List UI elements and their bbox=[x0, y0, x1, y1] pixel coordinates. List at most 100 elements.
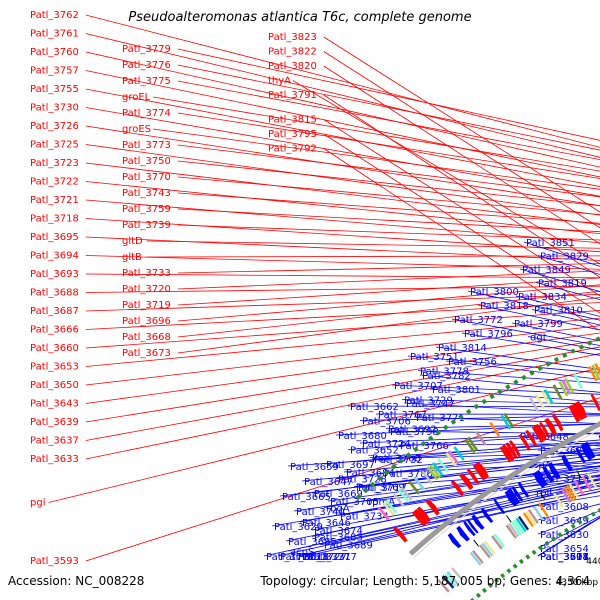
forward-leader-line bbox=[177, 80, 600, 161]
reverse-gene-label: Patl_3786 bbox=[384, 469, 433, 480]
forward-leader-line bbox=[85, 51, 600, 168]
reverse-gene-label: Patl_3652 bbox=[350, 446, 399, 457]
forward-cog-block bbox=[408, 480, 421, 495]
reverse-cog-block bbox=[525, 510, 537, 526]
reverse-cog-block bbox=[522, 512, 534, 527]
reverse-gene-label: Patl_3800 bbox=[470, 287, 519, 298]
gc-skew-mark-outer bbox=[595, 336, 600, 342]
forward-leader-line bbox=[85, 317, 600, 367]
forward-cog-block bbox=[594, 363, 600, 377]
forward-cog-block bbox=[591, 364, 600, 380]
reverse-gene-label: Patl_3756 bbox=[448, 357, 497, 368]
kbp-tick-mark bbox=[576, 470, 582, 478]
reverse-cog-block bbox=[483, 540, 496, 555]
reverse-gene-label: Patl_3649 bbox=[540, 516, 589, 527]
genome-backbone-ring bbox=[408, 421, 600, 556]
forward-cog-block bbox=[529, 397, 540, 413]
gc-skew-mark-inner bbox=[518, 558, 524, 565]
forward-gene-label: Patl_3696 bbox=[122, 316, 171, 327]
reverse-leader-line bbox=[533, 486, 600, 493]
gc-skew-mark-outer bbox=[570, 348, 576, 354]
gc-skew-mark-outer bbox=[553, 357, 560, 363]
forward-gene-label: Patl_3718 bbox=[30, 214, 79, 225]
forward-cog-block bbox=[573, 373, 583, 389]
reverse-leader-line bbox=[401, 399, 600, 405]
reverse-cog-block bbox=[491, 535, 503, 550]
gc-skew-mark-outer bbox=[450, 419, 457, 425]
reverse-gene-arrow bbox=[504, 490, 518, 507]
reverse-gene-arrow bbox=[480, 507, 494, 524]
reverse-gene-arrow bbox=[535, 469, 548, 487]
forward-leader-line bbox=[85, 273, 600, 279]
reverse-gene-label: Patl_3798 bbox=[390, 427, 439, 438]
reverse-leader-line bbox=[355, 469, 600, 488]
forward-gene-label: Patl_3721 bbox=[30, 195, 79, 206]
reverse-leader-line bbox=[407, 355, 600, 374]
reverse-cog-block bbox=[451, 567, 464, 581]
forward-cog-block bbox=[400, 486, 413, 501]
forward-leader-line bbox=[85, 199, 600, 244]
forward-gene-label: Patl_3792 bbox=[268, 144, 317, 155]
reverse-gene-arrow bbox=[580, 443, 593, 461]
forward-gene-label: Patl_3719 bbox=[122, 300, 171, 311]
forward-gene-arrow bbox=[425, 499, 440, 516]
accession-text: Accession: NC_008228 bbox=[8, 574, 145, 588]
forward-cog-block bbox=[426, 466, 439, 481]
reverse-leader-line bbox=[295, 490, 600, 557]
gc-skew-mark-inner bbox=[597, 507, 600, 513]
reverse-gene-label: Patl_3629 bbox=[274, 522, 323, 533]
reverse-cog-block bbox=[469, 551, 482, 566]
forward-cog-block bbox=[561, 379, 572, 395]
reverse-cog-block bbox=[563, 486, 574, 502]
forward-gene-label: Patl_3726 bbox=[30, 121, 79, 132]
gc-skew-mark-outer bbox=[513, 379, 519, 385]
reverse-leader-line bbox=[327, 465, 600, 502]
forward-leader-line bbox=[323, 133, 600, 314]
reverse-cog-block bbox=[560, 488, 572, 503]
reverse-gene-label: Patl_3769 bbox=[356, 483, 405, 494]
reverse-cog-block bbox=[508, 522, 520, 538]
reverse-gene-label: Patl_3834 bbox=[518, 292, 567, 303]
forward-cog-block bbox=[540, 390, 551, 406]
forward-gene-arrow bbox=[508, 440, 521, 457]
reverse-gene-label: Patl_3674 bbox=[314, 526, 363, 537]
forward-leader-line bbox=[177, 112, 600, 179]
reverse-leader-line bbox=[525, 463, 600, 468]
gc-skew-mark-outer bbox=[435, 430, 441, 436]
reverse-leader-line bbox=[397, 443, 600, 446]
forward-leader-line bbox=[177, 290, 600, 338]
gc-skew-mark-outer bbox=[473, 403, 480, 410]
forward-cog-block bbox=[377, 506, 390, 521]
reverse-gene-arrow bbox=[466, 518, 479, 534]
reverse-gene-arrow bbox=[542, 465, 555, 483]
reverse-leader-line bbox=[365, 479, 600, 502]
gene-label-layer: Patl_3762 Patl_3761 Patl_3760 Patl_3757 Patl… bbox=[30, 10, 600, 567]
reverse-gene-label: rpmA bbox=[368, 497, 395, 508]
forward-gene-label: Patl_3760 bbox=[30, 47, 79, 58]
reverse-leader-line bbox=[311, 479, 600, 531]
gc-skew-mark-outer bbox=[505, 384, 511, 390]
reverse-leader-line bbox=[429, 388, 600, 403]
reverse-gene-arrow bbox=[561, 454, 574, 472]
reverse-cog-block bbox=[581, 475, 592, 491]
reverse-gene-label: Patl_3611 bbox=[540, 552, 589, 563]
forward-leader-line bbox=[48, 367, 600, 503]
reverse-leader-line bbox=[277, 484, 600, 557]
forward-gene-arrow bbox=[413, 509, 428, 526]
forward-gene-label: Patl_3666 bbox=[30, 325, 79, 336]
forward-leader-line bbox=[85, 332, 600, 404]
forward-cog-block bbox=[421, 470, 434, 485]
reverse-leader-line bbox=[343, 449, 600, 473]
forward-leader-line bbox=[177, 48, 600, 141]
reverse-gene-label: Patl_3685 bbox=[288, 537, 337, 548]
reverse-gene-label: Patl_3771 bbox=[416, 413, 465, 424]
reverse-gene-label: Patl_3724 bbox=[362, 439, 411, 450]
reverse-gene-arrow bbox=[575, 447, 586, 464]
gc-skew-mark-outer bbox=[391, 463, 397, 470]
reverse-gene-label: Patl_3716 bbox=[540, 474, 589, 485]
reverse-gene-label: Patl_3740 bbox=[296, 507, 345, 518]
forward-leader-line bbox=[177, 277, 600, 306]
gc-skew-mark-inner bbox=[470, 597, 475, 600]
forward-cog-block bbox=[588, 365, 598, 382]
